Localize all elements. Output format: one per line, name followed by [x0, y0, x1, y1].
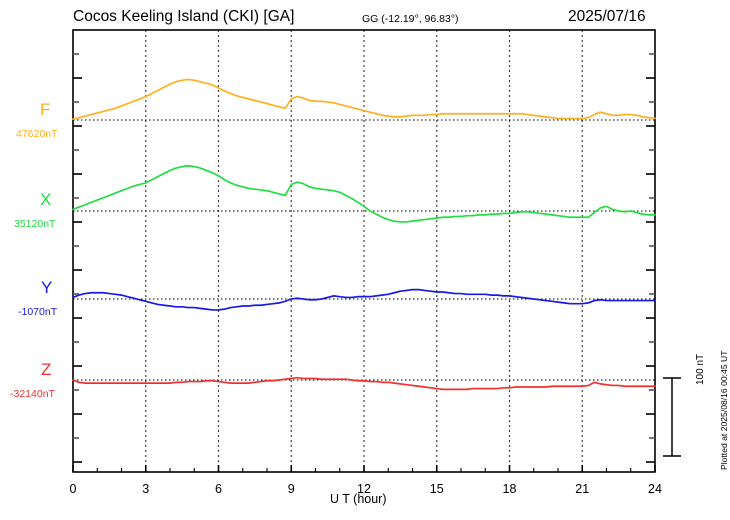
x-axis-tick-label: 9 [288, 482, 295, 496]
x-axis-tick-label: 21 [575, 482, 589, 496]
x-axis-tick-label: 15 [430, 482, 444, 496]
component-label-y: Y [41, 278, 53, 297]
geographic-coordinates: GG (-12.19°, 96.83°) [362, 13, 459, 25]
component-label-f: F [40, 100, 51, 119]
component-baseline-x: 35120nT [14, 218, 56, 230]
component-baseline-f: 47620nT [16, 128, 58, 140]
plotted-timestamp: Plotted at 2025/08/16 00:45 UT [719, 350, 729, 470]
x-axis-tick-label: 3 [142, 482, 149, 496]
trace-z [72, 376, 656, 391]
x-axis-tick-label: 18 [503, 482, 517, 496]
x-axis-tick-label: 0 [70, 482, 77, 496]
observation-date: 2025/07/16 [568, 8, 646, 25]
x-axis-tick-label: 12 [357, 482, 371, 496]
scale-bar-label: 100 nT [695, 353, 706, 385]
page-title: Cocos Keeling Island (CKI) [GA] [73, 8, 295, 25]
trace-f [72, 78, 656, 121]
trace-x [72, 164, 656, 223]
x-axis-tick-label: 6 [215, 482, 222, 496]
x-axis-label: U T (hour) [330, 492, 387, 506]
component-label-x: X [40, 190, 52, 209]
component-label-z: Z [41, 360, 52, 379]
x-axis-tick-label: 24 [648, 482, 662, 496]
trace-y [72, 288, 656, 311]
component-baseline-z: -32140nT [10, 388, 55, 400]
component-baseline-y: -1070nT [18, 306, 58, 318]
